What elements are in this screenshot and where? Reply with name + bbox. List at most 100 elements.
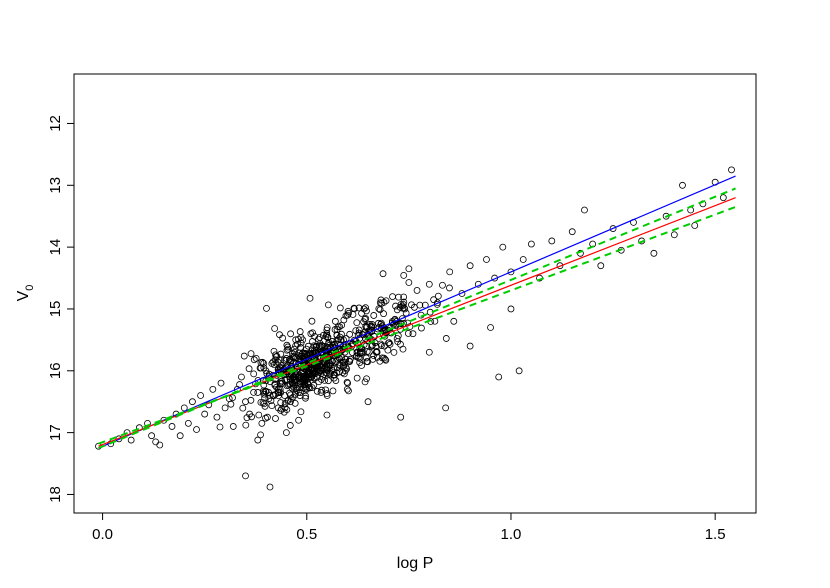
data-point — [197, 392, 204, 399]
data-point — [276, 386, 284, 393]
data-point — [271, 325, 279, 332]
data-point — [356, 355, 364, 362]
data-point — [277, 350, 285, 358]
data-point — [442, 335, 450, 342]
data-point — [507, 305, 515, 313]
data-point — [189, 398, 196, 406]
data-point — [308, 345, 316, 353]
data-point — [323, 392, 331, 399]
data-point — [556, 262, 564, 270]
data-point — [434, 292, 442, 300]
data-point — [370, 312, 378, 319]
data-point — [487, 324, 494, 331]
data-point — [295, 373, 303, 381]
data-point — [406, 323, 414, 331]
data-point — [397, 413, 405, 421]
data-point — [152, 438, 160, 446]
data-point — [176, 432, 184, 440]
data-point — [466, 342, 474, 350]
data-point — [408, 301, 415, 309]
data-point — [336, 323, 343, 331]
data-point — [209, 385, 217, 393]
data-point — [353, 374, 361, 382]
data-point — [310, 381, 318, 389]
data-point — [362, 304, 369, 312]
data-point — [291, 399, 299, 407]
data-point — [548, 237, 556, 245]
data-point — [425, 348, 433, 356]
data-point — [389, 293, 396, 300]
scatter-points — [95, 166, 735, 491]
data-point — [263, 304, 270, 312]
data-point — [284, 397, 292, 405]
data-point — [247, 350, 255, 358]
data-point — [368, 321, 376, 328]
data-point — [268, 402, 276, 410]
data-point — [242, 421, 250, 429]
data-point — [293, 384, 300, 392]
data-point — [519, 256, 527, 263]
data-point — [446, 284, 453, 292]
data-point — [282, 429, 290, 437]
data-point — [483, 256, 490, 263]
data-point — [368, 342, 376, 350]
data-point — [434, 299, 441, 307]
fit-line — [98, 205, 736, 445]
data-point — [264, 413, 271, 421]
data-point — [507, 268, 515, 276]
data-point — [262, 414, 269, 422]
data-point — [250, 356, 258, 364]
data-point — [254, 389, 262, 396]
x-tick-label: 0.0 — [92, 526, 113, 543]
x-tick-label: 1.5 — [705, 526, 726, 543]
data-point — [728, 166, 735, 174]
data-point — [280, 365, 288, 373]
data-point — [289, 373, 297, 381]
data-point — [217, 379, 225, 387]
data-point — [364, 398, 372, 406]
data-point — [385, 339, 392, 347]
data-point — [344, 311, 352, 319]
data-point — [425, 280, 433, 288]
data-point — [393, 317, 401, 325]
data-point — [245, 365, 253, 373]
data-point — [326, 369, 334, 377]
data-point — [242, 398, 249, 406]
data-point — [363, 348, 371, 355]
data-point — [291, 348, 298, 356]
data-point — [193, 426, 200, 433]
data-point — [306, 294, 314, 302]
data-point — [287, 398, 294, 406]
data-point — [325, 338, 333, 346]
data-point — [306, 368, 314, 376]
data-point — [691, 222, 699, 229]
data-point — [397, 301, 405, 308]
data-point — [275, 389, 283, 396]
data-point — [255, 411, 263, 419]
data-point — [650, 249, 658, 257]
data-point — [290, 345, 298, 353]
data-point — [380, 354, 388, 362]
data-point — [242, 472, 249, 480]
data-point — [322, 386, 330, 394]
data-point — [288, 375, 296, 382]
y-tick-label: 13 — [47, 177, 64, 194]
data-point — [283, 406, 291, 414]
data-point — [380, 310, 387, 318]
data-point — [373, 348, 381, 355]
data-point — [339, 369, 347, 376]
data-point — [345, 387, 352, 395]
data-point — [270, 361, 278, 369]
data-point — [418, 324, 425, 332]
y-tick-label: 18 — [47, 486, 64, 503]
data-point — [670, 231, 678, 239]
data-point — [446, 268, 454, 276]
data-point — [127, 436, 135, 444]
data-point — [239, 404, 247, 412]
data-point — [315, 335, 322, 343]
data-point — [323, 411, 331, 419]
data-point — [303, 385, 311, 393]
data-point — [382, 356, 390, 364]
data-point — [302, 392, 310, 400]
data-point — [368, 324, 376, 331]
